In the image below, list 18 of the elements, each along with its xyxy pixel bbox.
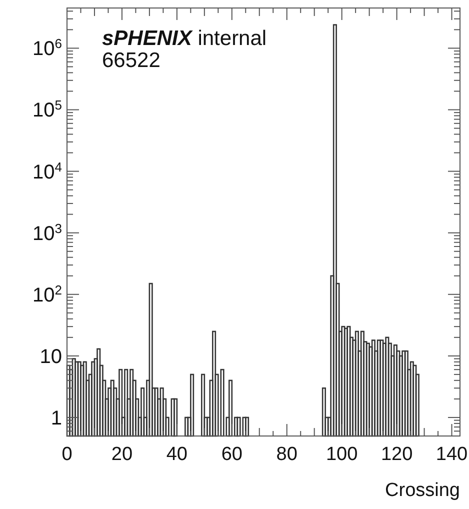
x-tick-label: 60	[221, 444, 242, 465]
y-tick-label: 10$^{2}$	[32, 282, 62, 306]
x-tick-label: 120	[380, 444, 413, 465]
y-tick-label: 1	[50, 407, 62, 430]
annotation: 66522	[102, 49, 160, 72]
x-axis-title: Crossing	[385, 480, 460, 501]
y-tick-label: 10	[40, 346, 62, 368]
x-tick-label: 20	[111, 444, 133, 465]
x-tick-label: 100	[326, 444, 358, 465]
x-tick-label: 140	[436, 444, 468, 465]
y-tick-label: 10$^{3}$	[32, 220, 62, 245]
x-tick-label: 80	[276, 444, 298, 465]
y-tick-label: 10$^{4}$	[32, 158, 62, 184]
annotation: sPHENIX internal	[102, 27, 267, 50]
x-tick-label: 40	[166, 444, 188, 465]
y-tick-label: 10$^{6}$	[32, 36, 62, 60]
y-tick-label: 10$^{5}$	[32, 97, 62, 122]
x-tick-label: 0	[62, 444, 72, 465]
